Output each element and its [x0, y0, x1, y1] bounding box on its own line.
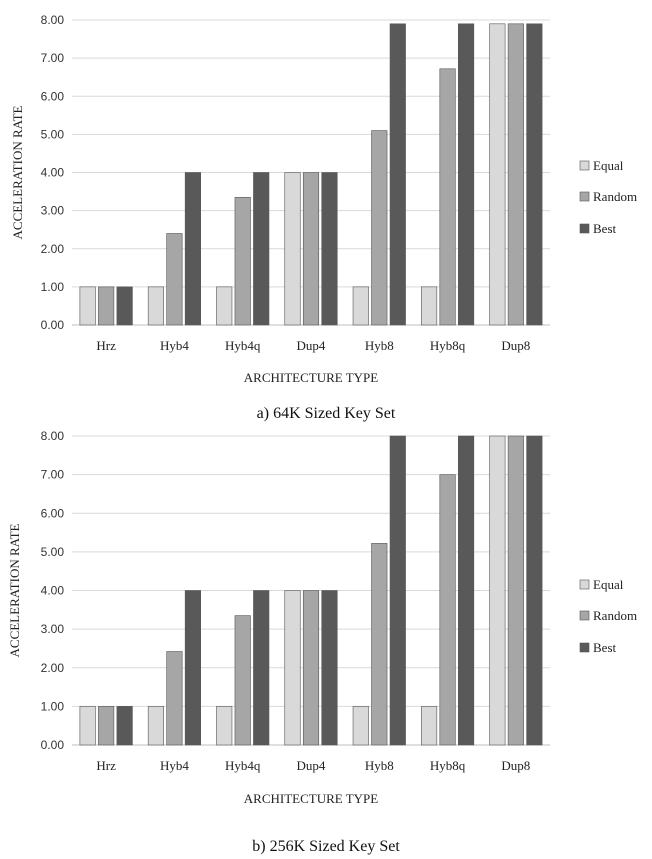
- bar-equal-hyb8q: [421, 286, 438, 326]
- x-axis-title: ARCHITECTURE TYPE: [244, 370, 379, 385]
- bar-best-hyb8: [389, 23, 406, 326]
- y-tick-label: 2.00: [41, 661, 65, 675]
- x-tick-label: Dup4: [297, 758, 326, 773]
- legend-swatch-random: [579, 191, 590, 202]
- x-tick-label: Hrz: [96, 338, 116, 353]
- y-tick-label: 2.00: [41, 242, 65, 256]
- bar-equal-dup8: [489, 23, 506, 326]
- bar-best-dup4: [321, 590, 338, 746]
- bar-random-dup4: [302, 172, 320, 326]
- bar-equal-hyb8: [352, 286, 369, 326]
- y-tick-label: 4.00: [41, 166, 65, 180]
- y-tick-label: 8.00: [41, 430, 65, 443]
- y-tick-label: 1.00: [41, 280, 65, 294]
- bar-best-hrz: [116, 706, 133, 746]
- bar-random-dup4: [302, 590, 320, 746]
- bar-random-hyb4q: [234, 196, 251, 326]
- x-axis-title: ARCHITECTURE TYPE: [244, 791, 379, 806]
- bar-random-hyb8q: [439, 474, 456, 746]
- bar-random-hyb8q: [439, 68, 456, 326]
- x-tick-label: Dup4: [297, 338, 326, 353]
- bar-equal-hyb4q: [216, 286, 233, 326]
- bar-random-hyb4: [166, 233, 183, 326]
- bar-best-hyb4q: [253, 172, 270, 326]
- y-tick-label: 6.00: [41, 506, 65, 520]
- bar-equal-hrz: [79, 706, 96, 746]
- legend-swatch-best: [579, 223, 590, 234]
- bar-random-hyb4q: [234, 615, 251, 746]
- y-tick-label: 0.00: [41, 318, 65, 332]
- y-tick-label: 1.00: [41, 699, 65, 713]
- bar-equal-hyb8q: [421, 706, 438, 746]
- x-tick-label: Hyb8q: [430, 758, 466, 773]
- legend-swatch-equal: [579, 160, 590, 171]
- chart-a-64k: 0.00 1.00 2.00 3.00 4.00 5.00 6.00 7.00 8.00 Hrz H…: [10, 13, 637, 422]
- x-tick-label: Dup8: [501, 338, 530, 353]
- x-tick-label: Hyb4: [160, 758, 189, 773]
- x-tick-label: Hyb8q: [430, 338, 466, 353]
- x-tick-label: Hrz: [96, 758, 116, 773]
- chart-caption: b) 256K Sized Key Set: [252, 838, 400, 855]
- bar-equal-dup4: [284, 172, 301, 326]
- bar-best-hyb8: [389, 435, 406, 746]
- x-tick-label: Dup8: [501, 758, 530, 773]
- x-tick-label: Hyb4: [160, 338, 189, 353]
- bar-best-hyb8q: [458, 23, 475, 326]
- y-tick-label: 3.00: [41, 622, 65, 636]
- y-tick-label: 4.00: [41, 584, 65, 598]
- x-tick-label: Hyb4q: [225, 758, 261, 773]
- bar-random-dup8: [507, 23, 524, 326]
- y-axis-title: ACCELERATION RATE: [7, 523, 22, 657]
- bar-equal-dup8: [489, 435, 506, 746]
- legend-label-equal: Equal: [593, 577, 624, 592]
- bar-equal-hyb4: [147, 286, 164, 326]
- bar-random-hyb8: [371, 130, 388, 326]
- legend-swatch-equal: [579, 579, 590, 590]
- bar-best-dup8: [526, 23, 543, 326]
- chart-b-256k: 0.00 1.00 2.00 3.00 4.00 5.00 6.00 7.00 8.00 Hrz H…: [7, 430, 637, 855]
- bar-equal-dup4: [284, 590, 301, 746]
- y-tick-label: 5.00: [41, 545, 65, 559]
- y-tick-label: 0.00: [41, 738, 65, 752]
- chart-caption: a) 64K Sized Key Set: [257, 405, 396, 422]
- bar-equal-hyb8: [352, 706, 369, 746]
- bar-best-hrz: [116, 286, 133, 326]
- legend-swatch-random: [579, 610, 590, 621]
- bar-equal-hrz: [79, 286, 96, 326]
- bar-equal-hyb4q: [216, 706, 233, 746]
- bar-best-hyb8q: [458, 435, 475, 746]
- bar-random-hrz: [98, 706, 115, 746]
- y-tick-label: 3.00: [41, 204, 65, 218]
- bar-random-hyb8: [371, 543, 388, 746]
- x-tick-label: Hyb8: [365, 338, 394, 353]
- bar-best-dup4: [321, 172, 338, 326]
- legend-label-random: Random: [593, 608, 637, 623]
- bar-best-hyb4: [184, 172, 201, 326]
- y-tick-label: 6.00: [41, 89, 65, 103]
- bar-best-dup8: [526, 435, 543, 746]
- bar-random-dup8: [507, 435, 524, 746]
- bar-random-hrz: [98, 286, 115, 326]
- bar-best-hyb4q: [253, 590, 270, 746]
- legend-label-best: Best: [593, 221, 617, 236]
- bar-equal-hyb4: [147, 706, 164, 746]
- y-tick-label: 5.00: [41, 127, 65, 141]
- legend-label-best: Best: [593, 640, 617, 655]
- legend-label-equal: Equal: [593, 158, 624, 173]
- x-tick-label: Hyb8: [365, 758, 394, 773]
- y-tick-label: 7.00: [41, 51, 65, 65]
- bar-best-hyb4: [184, 590, 201, 746]
- legend-swatch-best: [579, 642, 590, 653]
- y-tick-label: 7.00: [41, 468, 65, 482]
- y-axis-title: ACCELERATION RATE: [10, 105, 25, 239]
- bar-random-hyb4: [166, 651, 183, 746]
- x-tick-label: Hyb4q: [225, 338, 261, 353]
- y-tick-label: 8.00: [41, 13, 65, 27]
- legend-label-random: Random: [593, 189, 637, 204]
